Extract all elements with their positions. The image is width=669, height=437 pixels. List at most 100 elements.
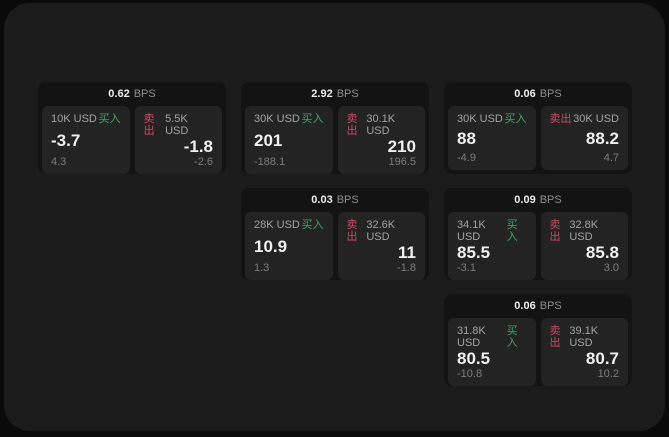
sell-panel-top: 卖出 32.8K USD: [550, 219, 620, 243]
buy-change: -10.8: [457, 368, 483, 380]
sell-quote-panel[interactable]: 卖出 30.1K USD 210 196.5: [337, 106, 425, 174]
sell-quote-panel[interactable]: 卖出 32.8K USD 85.8 3.0: [540, 212, 628, 280]
bps-unit-label: BPS: [539, 300, 562, 312]
bps-value: 0.06: [514, 88, 536, 100]
buy-quote-panel[interactable]: 34.1K USD 买入 85.5 -3.1: [448, 212, 536, 280]
quote-card: 0.06 BPS 31.8K USD 买入 80.5 -10.8 卖出 39.1…: [444, 294, 632, 386]
buy-panel-top: 30K USD 买入: [254, 113, 324, 125]
buy-change: -4.9: [457, 152, 476, 164]
bps-value: 0.03: [311, 194, 333, 206]
buy-side-label: 买入: [506, 219, 518, 243]
quote-body: 10K USD 买入 -3.7 4.3 卖出 5.5K USD -1.8 -2.…: [38, 106, 226, 174]
buy-change: -3.1: [457, 262, 476, 274]
bps-unit-label: BPS: [336, 88, 359, 100]
buy-quote-panel[interactable]: 30K USD 买入 201 -188.1: [245, 106, 333, 174]
quote-body: 31.8K USD 买入 80.5 -10.8 卖出 39.1K USD 80.…: [444, 318, 632, 386]
buy-quote-panel[interactable]: 28K USD 买入 10.9 1.3: [245, 212, 333, 280]
quote-grid: 0.62 BPS 10K USD 买入 -3.7 4.3 卖出 5.5K USD…: [38, 82, 632, 386]
quote-card: 0.62 BPS 10K USD 买入 -3.7 4.3 卖出 5.5K USD…: [38, 82, 226, 174]
sell-panel-top: 卖出 30K USD: [550, 113, 620, 125]
buy-price: 85.5: [457, 243, 491, 262]
buy-change: 1.3: [254, 262, 270, 274]
sell-side-label: 卖出: [346, 219, 358, 243]
quote-card: 0.09 BPS 34.1K USD 买入 85.5 -3.1 卖出 32.8K…: [444, 188, 632, 280]
sell-change: -1.8: [397, 262, 416, 274]
buy-price: 80.5: [457, 349, 491, 368]
sell-notional: 30.1K USD: [366, 113, 396, 137]
sell-price: 80.7: [585, 349, 619, 368]
buy-price: 201: [254, 131, 283, 150]
sell-panel-top: 卖出 30.1K USD: [347, 113, 417, 137]
sell-notional: 39.1K USD: [569, 325, 599, 349]
buy-quote-panel[interactable]: 10K USD 买入 -3.7 4.3: [42, 106, 130, 174]
bps-header: 0.09 BPS: [444, 188, 632, 212]
bps-value: 0.62: [108, 88, 130, 100]
bps-value: 0.06: [514, 300, 536, 312]
buy-notional: 30K USD: [457, 113, 503, 125]
sell-notional: 30K USD: [573, 113, 619, 125]
sell-side-label: 卖出: [549, 325, 561, 349]
buy-side-label: 买入: [506, 325, 518, 349]
sell-quote-panel[interactable]: 卖出 30K USD 88.2 4.7: [540, 106, 628, 170]
bps-header: 0.06 BPS: [444, 294, 632, 318]
quote-body: 30K USD 买入 201 -188.1 卖出 30.1K USD 210 1…: [241, 106, 429, 174]
sell-side-label: 卖出: [143, 113, 155, 137]
bps-unit-label: BPS: [539, 88, 562, 100]
buy-notional: 10K USD: [51, 113, 97, 125]
buy-panel-top: 31.8K USD 买入: [457, 325, 527, 349]
sell-price: -1.8: [183, 137, 213, 156]
buy-notional: 31.8K USD: [457, 325, 486, 349]
buy-panel-top: 30K USD 买入: [457, 113, 527, 125]
bps-header: 0.62 BPS: [38, 82, 226, 106]
sell-side-label: 卖出: [346, 113, 358, 137]
quote-card: 0.03 BPS 28K USD 买入 10.9 1.3 卖出 32.6K US…: [241, 188, 429, 280]
quote-card: 0.06 BPS 30K USD 买入 88 -4.9 卖出 30K USD 8…: [444, 82, 632, 174]
buy-panel-top: 34.1K USD 买入: [457, 219, 527, 243]
sell-change: 3.0: [603, 262, 619, 274]
buy-quote-panel[interactable]: 31.8K USD 买入 80.5 -10.8: [448, 318, 536, 386]
bps-value: 2.92: [311, 88, 333, 100]
quote-body: 28K USD 买入 10.9 1.3 卖出 32.6K USD 11 -1.8: [241, 212, 429, 280]
buy-price: -3.7: [51, 131, 81, 150]
sell-quote-panel[interactable]: 卖出 39.1K USD 80.7 10.2: [540, 318, 628, 386]
sell-price: 11: [398, 243, 416, 262]
buy-panel-top: 28K USD 买入: [254, 219, 324, 231]
sell-change: -2.6: [194, 156, 213, 168]
bps-value: 0.09: [514, 194, 536, 206]
buy-panel-top: 10K USD 买入: [51, 113, 121, 125]
sell-notional: 5.5K USD: [165, 113, 189, 137]
sell-panel-top: 卖出 32.6K USD: [347, 219, 417, 243]
sell-panel-top: 卖出 5.5K USD: [144, 113, 214, 137]
buy-notional: 30K USD: [254, 113, 300, 125]
buy-notional: 28K USD: [254, 219, 300, 231]
sell-change: 4.7: [603, 152, 619, 164]
sell-notional: 32.6K USD: [366, 219, 396, 243]
quote-body: 34.1K USD 买入 85.5 -3.1 卖出 32.8K USD 85.8…: [444, 212, 632, 280]
bps-unit-label: BPS: [133, 88, 156, 100]
sell-panel-top: 卖出 39.1K USD: [550, 325, 620, 349]
buy-side-label: 买入: [301, 219, 324, 231]
buy-side-label: 买入: [98, 113, 121, 125]
bps-header: 0.03 BPS: [241, 188, 429, 212]
buy-side-label: 买入: [301, 113, 324, 125]
sell-quote-panel[interactable]: 卖出 5.5K USD -1.8 -2.6: [134, 106, 222, 174]
bps-header: 2.92 BPS: [241, 82, 429, 106]
buy-quote-panel[interactable]: 30K USD 买入 88 -4.9: [448, 106, 536, 170]
bps-unit-label: BPS: [336, 194, 359, 206]
sell-price: 210: [387, 137, 416, 156]
buy-change: 4.3: [51, 156, 67, 168]
bps-header: 0.06 BPS: [444, 82, 632, 106]
bps-unit-label: BPS: [539, 194, 562, 206]
buy-change: -188.1: [254, 156, 286, 168]
quote-body: 30K USD 买入 88 -4.9 卖出 30K USD 88.2 4.7: [444, 106, 632, 174]
sell-price: 85.8: [585, 243, 619, 262]
quote-card: 2.92 BPS 30K USD 买入 201 -188.1 卖出 30.1K …: [241, 82, 429, 174]
sell-quote-panel[interactable]: 卖出 32.6K USD 11 -1.8: [337, 212, 425, 280]
sell-price: 88.2: [585, 129, 619, 148]
buy-notional: 34.1K USD: [457, 219, 486, 243]
sell-notional: 32.8K USD: [569, 219, 599, 243]
sell-change: 196.5: [388, 156, 416, 168]
sell-side-label: 卖出: [549, 113, 572, 125]
buy-side-label: 买入: [504, 113, 527, 125]
buy-price: 10.9: [254, 237, 288, 256]
